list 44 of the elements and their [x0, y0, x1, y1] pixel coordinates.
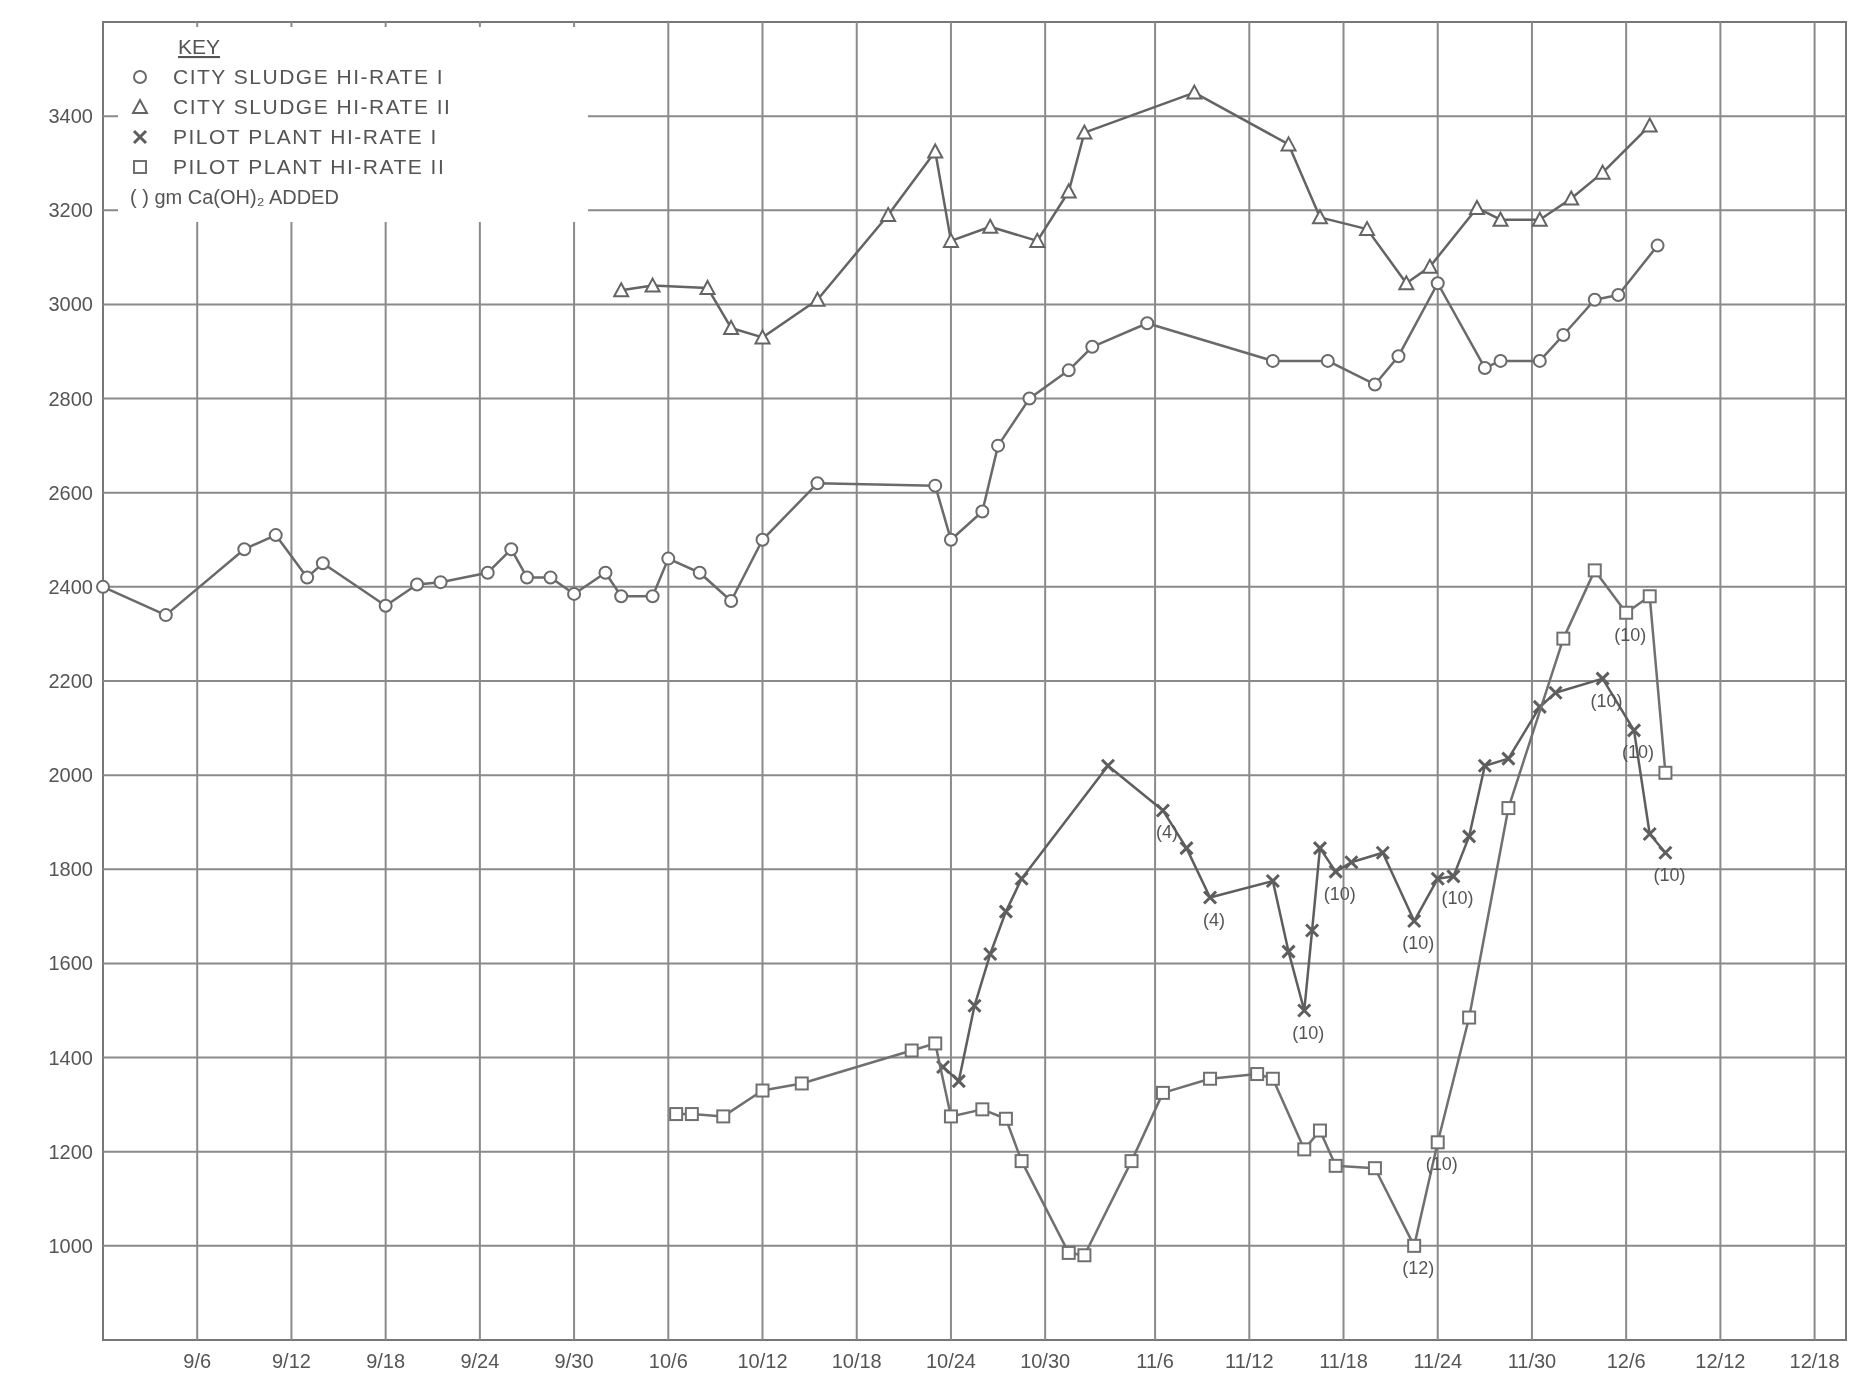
legend-label: PILOT PLANT HI-RATE II — [173, 155, 446, 178]
x-tick-label: 9/30 — [554, 1350, 594, 1372]
y-tick-label: 1400 — [48, 1046, 93, 1069]
x-tick-label: 9/6 — [183, 1350, 212, 1372]
y-tick-label: 2800 — [48, 387, 93, 410]
legend-label: CITY SLUDGE HI-RATE I — [173, 65, 445, 88]
x-tick-label: 12/12 — [1695, 1350, 1746, 1372]
annotation: (4) — [1155, 822, 1178, 843]
x-tick-label: 10/18 — [831, 1350, 882, 1372]
annotation: (10) — [1292, 1022, 1325, 1043]
y-tick-label: 3000 — [48, 293, 93, 316]
y-tick-label: 2400 — [48, 575, 93, 598]
y-tick-label: 2600 — [48, 481, 93, 504]
x-tick-label: 12/18 — [1789, 1350, 1840, 1372]
annotation: (4) — [1203, 909, 1226, 930]
legend-label: PILOT PLANT HI-RATE I — [173, 125, 438, 148]
x-tick-label: 10/6 — [648, 1350, 688, 1372]
y-tick-label: 1600 — [48, 952, 93, 975]
y-tick-label: 3200 — [48, 199, 93, 222]
y-tick-label: 3400 — [48, 105, 93, 128]
annotation: (10) — [1402, 933, 1435, 954]
annotation: ( ) gm Ca(OH)₂ ADDED — [130, 186, 339, 208]
annotation: (10) — [1441, 888, 1474, 909]
annotation: (12) — [1402, 1257, 1435, 1278]
x-tick-label: 10/24 — [925, 1350, 976, 1372]
legend-label: CITY SLUDGE HI-RATE II — [173, 95, 452, 118]
y-tick-label: 2200 — [48, 670, 93, 692]
x-tick-label: 9/18 — [366, 1350, 406, 1372]
x-tick-label: 10/12 — [737, 1350, 788, 1372]
x-tick-label: 9/24 — [460, 1350, 500, 1372]
x-tick-label: 12/6 — [1606, 1350, 1646, 1372]
x-tick-label: 11/12 — [1225, 1350, 1274, 1372]
x-tick-label: 11/24 — [1413, 1350, 1463, 1372]
annotation: (10) — [1653, 864, 1686, 885]
y-tick-label: 2000 — [48, 764, 93, 787]
y-tick-label: 1000 — [48, 1234, 93, 1257]
x-tick-label: 11/18 — [1319, 1350, 1368, 1372]
y-tick-label: 1800 — [48, 858, 93, 881]
x-tick-label: 11/6 — [1136, 1350, 1174, 1372]
y-tick-label: 1200 — [48, 1140, 93, 1163]
x-tick-label: 11/30 — [1507, 1350, 1557, 1372]
x-tick-label: 10/30 — [1020, 1350, 1071, 1372]
x-tick-label: 9/12 — [271, 1350, 311, 1372]
legend-title: KEY — [178, 35, 221, 58]
